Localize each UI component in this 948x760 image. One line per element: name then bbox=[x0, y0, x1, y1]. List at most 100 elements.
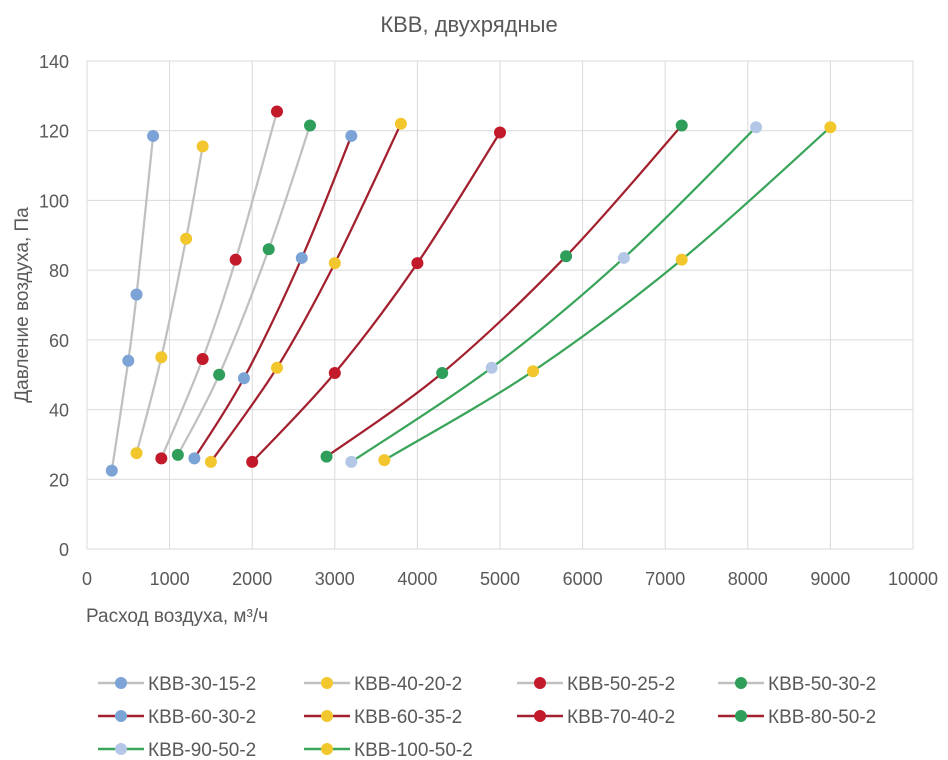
x-tick-label: 6000 bbox=[563, 569, 603, 589]
y-tick-label: 20 bbox=[49, 470, 69, 490]
series-line bbox=[251, 131, 501, 463]
series-markers bbox=[105, 105, 837, 477]
x-tick-label: 0 bbox=[82, 569, 92, 589]
series-layer bbox=[105, 105, 837, 477]
data-point bbox=[824, 121, 837, 134]
y-tick-label: 140 bbox=[39, 52, 69, 72]
y-tick-label: 100 bbox=[39, 191, 69, 211]
legend-item: КВВ-30-15-2 bbox=[98, 674, 256, 695]
data-point bbox=[378, 454, 391, 467]
y-tick-labels: 0 20 40 60 80 100 120 140 bbox=[39, 52, 69, 560]
y-tick-label: 120 bbox=[39, 122, 69, 142]
data-point bbox=[180, 232, 193, 245]
data-point bbox=[436, 366, 449, 379]
legend-label: КВВ-50-25-2 bbox=[567, 674, 675, 695]
legend-label: КВВ-80-50-2 bbox=[768, 707, 876, 728]
data-point bbox=[171, 448, 184, 461]
x-tick-label: 8000 bbox=[728, 569, 768, 589]
data-point bbox=[345, 129, 358, 142]
data-point bbox=[147, 129, 160, 142]
grid bbox=[86, 60, 914, 550]
legend-marker-swatch bbox=[534, 710, 546, 722]
y-axis-label: Давление воздуха, Па bbox=[12, 207, 33, 403]
y-tick-label: 80 bbox=[49, 261, 69, 281]
x-tick-label: 10000 bbox=[888, 569, 938, 589]
legend-item: КВВ-80-50-2 bbox=[718, 707, 876, 728]
legend-item: КВВ-60-30-2 bbox=[98, 707, 256, 728]
data-point bbox=[485, 361, 498, 374]
x-tick-label: 4000 bbox=[397, 569, 437, 589]
data-point bbox=[270, 105, 283, 118]
data-point bbox=[394, 117, 407, 130]
x-tick-label: 7000 bbox=[645, 569, 685, 589]
legend: КВВ-30-15-2 КВВ-40-20-2 КВВ-50-25-2 КВВ-50-… bbox=[98, 674, 876, 760]
series-line bbox=[350, 126, 757, 463]
legend-marker-swatch bbox=[115, 710, 127, 722]
y-tick-label: 40 bbox=[49, 401, 69, 421]
legend-label: КВВ-60-30-2 bbox=[148, 707, 256, 728]
legend-label: КВВ-30-15-2 bbox=[148, 674, 256, 695]
legend-marker-swatch bbox=[115, 743, 127, 755]
legend-item: КВВ-60-35-2 bbox=[304, 707, 462, 728]
y-tick-label: 0 bbox=[59, 540, 69, 560]
series-line bbox=[383, 126, 832, 462]
legend-marker-swatch bbox=[735, 677, 747, 689]
data-point bbox=[345, 455, 358, 468]
data-point bbox=[130, 288, 143, 301]
x-tick-label: 1000 bbox=[150, 569, 190, 589]
data-point bbox=[155, 351, 168, 364]
data-point bbox=[270, 361, 283, 374]
data-point bbox=[560, 250, 573, 263]
series-line bbox=[135, 146, 204, 454]
series-line bbox=[193, 135, 353, 459]
data-point bbox=[320, 450, 333, 463]
data-point bbox=[122, 354, 135, 367]
series-line bbox=[209, 123, 402, 463]
data-point bbox=[196, 353, 209, 366]
series-line bbox=[160, 111, 279, 459]
data-point bbox=[295, 251, 308, 264]
data-point bbox=[246, 455, 259, 468]
x-tick-label: 3000 bbox=[315, 569, 355, 589]
legend-marker-swatch bbox=[534, 677, 546, 689]
series-lines bbox=[110, 111, 832, 471]
x-axis-label: Расход воздуха, м³/ч bbox=[86, 606, 268, 627]
legend-item: КВВ-90-50-2 bbox=[98, 740, 256, 760]
legend-item: КВВ-70-40-2 bbox=[517, 707, 675, 728]
legend-label: КВВ-40-20-2 bbox=[354, 674, 462, 695]
data-point bbox=[617, 251, 630, 264]
x-tick-label: 9000 bbox=[810, 569, 850, 589]
legend-marker-swatch bbox=[735, 710, 747, 722]
legend-label: КВВ-90-50-2 bbox=[148, 740, 256, 760]
series-line bbox=[110, 135, 155, 471]
data-point bbox=[328, 366, 341, 379]
legend-label: КВВ-100-50-2 bbox=[354, 740, 473, 760]
x-tick-label: 5000 bbox=[480, 569, 520, 589]
legend-label: КВВ-70-40-2 bbox=[567, 707, 675, 728]
data-point bbox=[213, 368, 226, 381]
chart-title: КВВ, двухрядные bbox=[380, 12, 557, 37]
x-tick-label: 2000 bbox=[232, 569, 272, 589]
legend-label: КВВ-60-35-2 bbox=[354, 707, 462, 728]
legend-marker-swatch bbox=[115, 677, 127, 689]
data-point bbox=[675, 253, 688, 266]
data-point bbox=[750, 121, 763, 134]
legend-marker-swatch bbox=[321, 743, 333, 755]
data-point bbox=[130, 447, 143, 460]
legend-item: КВВ-40-20-2 bbox=[304, 674, 462, 695]
data-point bbox=[527, 365, 540, 378]
data-point bbox=[304, 119, 317, 132]
legend-item: КВВ-50-30-2 bbox=[718, 674, 876, 695]
data-point bbox=[262, 243, 275, 256]
legend-item: КВВ-100-50-2 bbox=[304, 740, 473, 760]
data-point bbox=[494, 126, 506, 139]
y-tick-label: 60 bbox=[49, 331, 69, 351]
data-point bbox=[229, 253, 242, 266]
data-point bbox=[411, 257, 424, 270]
data-point bbox=[675, 119, 688, 132]
data-point bbox=[204, 455, 217, 468]
legend-item: КВВ-50-25-2 bbox=[517, 674, 675, 695]
legend-marker-swatch bbox=[321, 710, 333, 722]
data-point bbox=[105, 464, 118, 477]
